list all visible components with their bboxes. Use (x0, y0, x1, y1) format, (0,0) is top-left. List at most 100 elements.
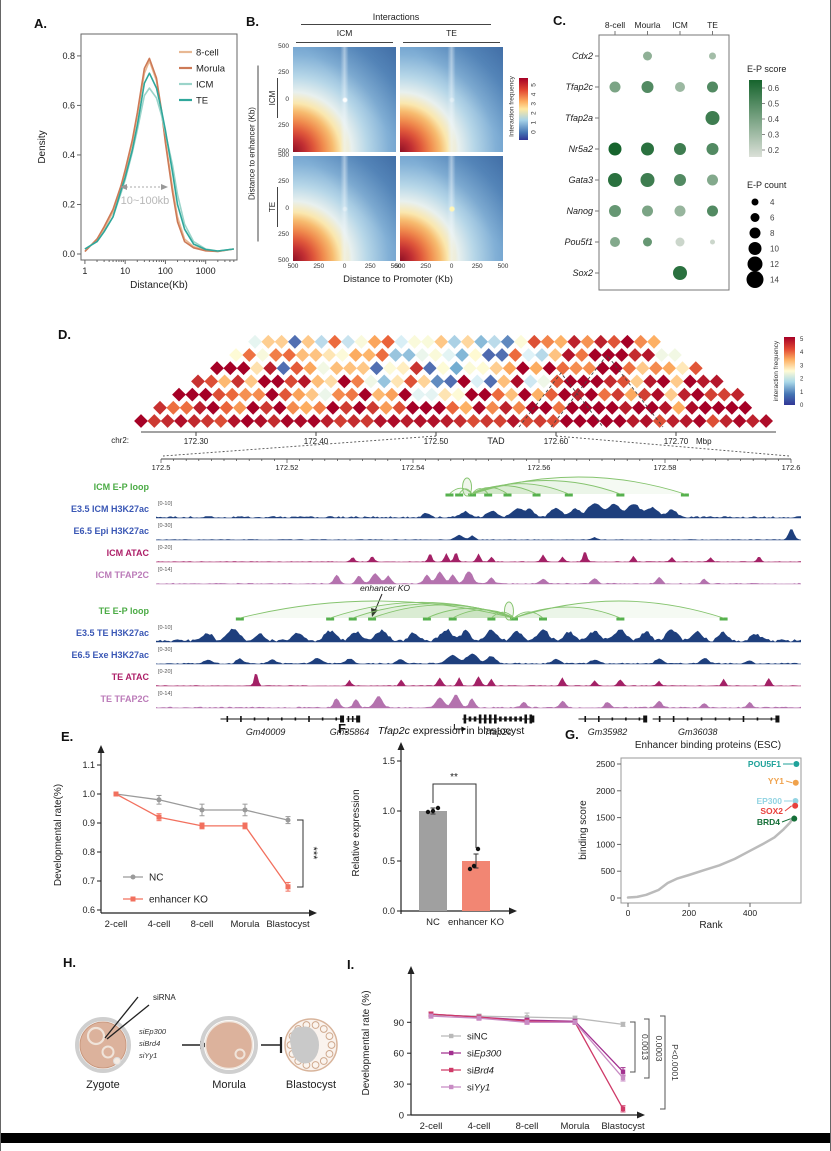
svg-text:1: 1 (82, 266, 87, 276)
svg-text:Cdx2: Cdx2 (572, 51, 593, 61)
svg-text:Nr5a2: Nr5a2 (568, 144, 593, 154)
panel-a-density-chart: 0.0 0.2 0.4 0.6 0.8 1 10 100 1000 Distance(Kb) Den… (37, 33, 238, 291)
svg-text:siYy1: siYy1 (467, 1083, 490, 1094)
panel-b-axis-tick: 0 (342, 263, 347, 270)
svg-text:Rank: Rank (699, 920, 723, 931)
panel-i-label: I. (347, 957, 355, 972)
panel-b-title-underline (301, 24, 491, 25)
svg-text:172.54: 172.54 (402, 463, 425, 472)
svg-text:1.1: 1.1 (82, 760, 95, 770)
svg-text:172.40: 172.40 (304, 437, 329, 446)
svg-text:siNC: siNC (467, 1032, 488, 1043)
svg-text:Enhancer binding proteins (ESC: Enhancer binding proteins (ESC) (635, 740, 781, 751)
panel-b-heatmap-icm-icm (293, 47, 396, 152)
svg-text:14: 14 (770, 276, 779, 285)
svg-text:Zygote: Zygote (86, 1079, 120, 1091)
panel-e-devrate-chart: 1.1 1.0 0.9 0.8 0.7 0.6 2-cell 4-cell 8-cell Moru… (53, 745, 319, 930)
svg-text:[0-14]: [0-14] (158, 567, 173, 573)
svg-text:0.5: 0.5 (382, 856, 395, 866)
panel-b-axis-tick: 250 (278, 121, 289, 129)
svg-text:Morula: Morula (212, 1079, 247, 1091)
svg-text:200: 200 (682, 908, 696, 918)
svg-text:[0-30]: [0-30] (158, 647, 173, 653)
svg-text:[0-10]: [0-10] (158, 501, 173, 507)
svg-text:ICM ATAC: ICM ATAC (107, 548, 150, 558)
svg-text:8-cell: 8-cell (196, 48, 219, 59)
svg-text:3: 3 (800, 363, 804, 369)
svg-text:Tfap2c: Tfap2c (484, 727, 512, 737)
svg-text:8: 8 (770, 229, 775, 238)
svg-text:TAD: TAD (487, 436, 505, 446)
svg-text:siBrd4: siBrd4 (139, 1039, 160, 1048)
svg-text:1.5: 1.5 (382, 756, 395, 766)
panel-b-axis-tick: 500 (278, 257, 289, 264)
svg-text:Tfap2c expression in blastocys: Tfap2c expression in blastocyst (378, 725, 525, 737)
panel-b-ylabel: Distance to enhancer (Kb) (247, 65, 259, 242)
svg-text:NC: NC (426, 917, 440, 928)
svg-text:8-cell: 8-cell (605, 20, 625, 30)
svg-text:172.50: 172.50 (424, 437, 449, 446)
panel-d-genome-tracks: interaction frequency 0 1 2 3 4 5 chr2: 172.30 17… (71, 334, 804, 737)
svg-text:Gm35982: Gm35982 (588, 727, 628, 737)
svg-text:0.6: 0.6 (62, 100, 75, 110)
svg-text:[0-30]: [0-30] (158, 523, 173, 529)
panel-b-axis-tick: 250 (278, 69, 289, 77)
panel-g-label: G. (565, 727, 579, 742)
svg-text:0.4: 0.4 (62, 150, 75, 160)
svg-text:Pou5f1: Pou5f1 (564, 237, 593, 247)
svg-text:chr2:: chr2: (111, 436, 129, 445)
svg-text:2-cell: 2-cell (420, 1121, 443, 1132)
svg-text:0.4: 0.4 (768, 115, 780, 124)
svg-text:2-cell: 2-cell (105, 919, 128, 930)
panel-b-heatmap-icm-te (293, 156, 396, 261)
svg-text:ICM: ICM (672, 20, 688, 30)
panel-b-heatmap-te-icm (400, 47, 503, 152)
svg-text:E6.5 Epi H3K27ac: E6.5 Epi H3K27ac (73, 526, 149, 536)
svg-text:0.5: 0.5 (768, 100, 780, 109)
svg-text:0.7: 0.7 (82, 876, 95, 886)
svg-text:YY1: YY1 (768, 776, 784, 786)
panel-b-axis-tick: 500 (278, 43, 289, 50)
panel-b-colorbar-label: Interaction frequency (508, 76, 516, 137)
panel-b-axis-tick: 500 (278, 152, 289, 159)
svg-text:E-P score: E-P score (747, 64, 786, 74)
svg-text:siYy1: siYy1 (139, 1051, 157, 1060)
svg-text:[0-14]: [0-14] (158, 691, 173, 697)
panel-b-col-underline (296, 42, 393, 43)
panel-b-axis-tick: 500 (497, 263, 509, 270)
svg-text:172.60: 172.60 (544, 437, 569, 446)
svg-text:ICM TFAP2C: ICM TFAP2C (95, 570, 149, 580)
panel-b-xlabel: Distance to Promoter (Kb) (343, 274, 453, 285)
svg-text:**: ** (450, 772, 458, 783)
center-dot (448, 96, 455, 103)
svg-text:E3.5 TE H3K27ac: E3.5 TE H3K27ac (76, 628, 149, 638)
svg-text:siEp300: siEp300 (467, 1049, 502, 1060)
svg-text:0.2: 0.2 (768, 146, 780, 155)
svg-text:Gm36038: Gm36038 (678, 727, 718, 737)
panel-b-axis-tick: 250 (471, 263, 483, 270)
svg-text:10: 10 (770, 245, 779, 254)
panel-b-title: Interactions (372, 12, 420, 22)
svg-text:1500: 1500 (596, 813, 615, 823)
svg-text:Developmental rate(%): Developmental rate(%) (53, 784, 64, 886)
svg-text:enhancer KO: enhancer KO (448, 917, 504, 928)
svg-text:500: 500 (601, 866, 615, 876)
svg-text:TE E-P loop: TE E-P loop (99, 606, 150, 616)
svg-text:0.8: 0.8 (62, 51, 75, 61)
svg-text:Relative expression: Relative expression (351, 789, 362, 876)
svg-text:0: 0 (800, 403, 804, 409)
svg-text:SOX2: SOX2 (760, 806, 783, 816)
svg-text:172.5: 172.5 (152, 463, 171, 472)
panel-b-axis-tick: 250 (278, 178, 289, 186)
svg-text:Mbp: Mbp (696, 437, 712, 446)
panel-b-axis-tick: 250 (313, 263, 325, 270)
svg-text:E6.5 Exe H3K27ac: E6.5 Exe H3K27ac (71, 650, 149, 660)
svg-text:2500: 2500 (596, 759, 615, 769)
panel-f-label: F. (338, 721, 349, 736)
svg-text:6: 6 (770, 214, 775, 223)
svg-text:0: 0 (399, 1111, 404, 1122)
center-dot (341, 205, 348, 212)
center-dot (341, 96, 348, 103)
svg-text:Mourla: Mourla (635, 20, 661, 30)
svg-text:Morula: Morula (230, 919, 260, 930)
